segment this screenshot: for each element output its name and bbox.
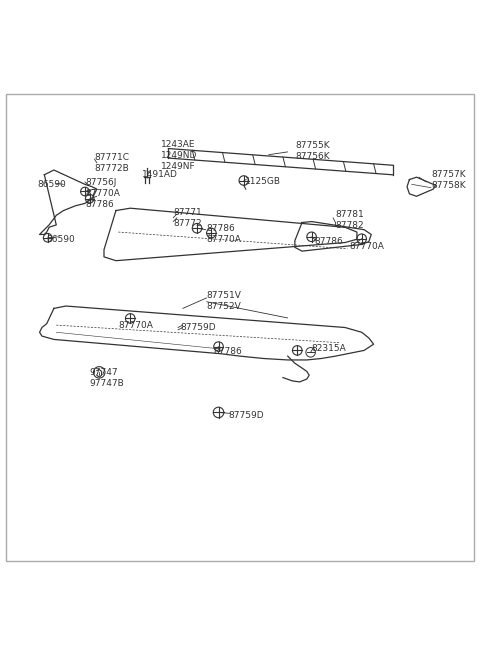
Text: 86590: 86590: [47, 234, 75, 244]
Text: 1125GB: 1125GB: [245, 178, 281, 187]
Text: 1491AD: 1491AD: [142, 170, 178, 179]
Text: 87759D: 87759D: [228, 411, 264, 421]
Text: 87770A: 87770A: [350, 242, 384, 251]
Text: 87751V
87752V: 87751V 87752V: [206, 291, 241, 311]
Text: 87786
87770A: 87786 87770A: [206, 225, 241, 244]
Text: 87770A: 87770A: [118, 320, 153, 329]
Text: 87756J
87770A
87786: 87756J 87770A 87786: [85, 178, 120, 210]
Text: 97747
97747B: 97747 97747B: [90, 367, 124, 388]
Text: 87771
87772: 87771 87772: [173, 208, 202, 228]
Text: 87757K
87758K: 87757K 87758K: [431, 170, 466, 189]
Text: 86590: 86590: [37, 180, 66, 189]
Text: 1243AE
1249ND
1249NF: 1243AE 1249ND 1249NF: [161, 140, 198, 172]
Text: 87786: 87786: [314, 237, 343, 246]
Text: 82315A: 82315A: [312, 345, 347, 354]
Text: 87786: 87786: [214, 347, 242, 356]
Text: 87781
87782: 87781 87782: [336, 210, 364, 230]
Text: 87771C
87772B: 87771C 87772B: [95, 153, 130, 173]
Text: 87755K
87756K: 87755K 87756K: [295, 141, 329, 161]
Text: 87759D: 87759D: [180, 323, 216, 332]
